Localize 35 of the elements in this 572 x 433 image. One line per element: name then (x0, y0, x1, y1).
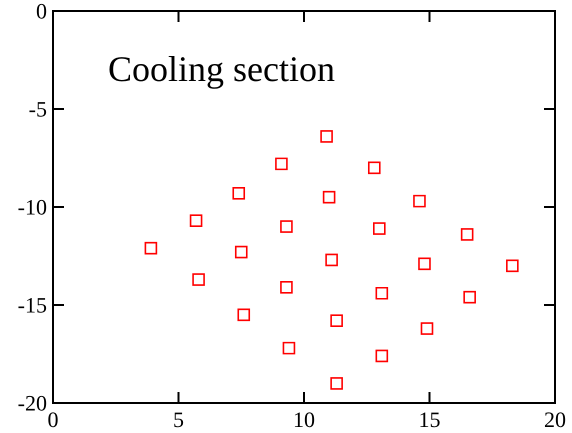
point (376, 286, 388, 300)
point (463, 290, 476, 304)
point (280, 281, 293, 294)
point (237, 308, 250, 322)
point (282, 342, 296, 354)
point (280, 220, 293, 233)
point (322, 190, 336, 204)
point (330, 314, 343, 327)
point (418, 258, 431, 270)
text: Cooling section (108, 49, 335, 89)
point (506, 260, 519, 272)
point (325, 254, 338, 266)
point (376, 350, 388, 362)
point (460, 228, 474, 241)
point (373, 222, 386, 235)
point (413, 194, 426, 208)
y-tick-label: -10 (18, 194, 47, 220)
y-tick-label: -5 (28, 96, 47, 122)
point (234, 246, 248, 258)
point (232, 186, 246, 200)
point (320, 130, 333, 143)
x-tick-label: 15 (418, 407, 440, 432)
x-tick-label: 5 (173, 407, 184, 432)
y-tick-label: -15 (18, 292, 47, 318)
point (275, 158, 288, 170)
point (144, 242, 158, 254)
point (420, 322, 434, 335)
point (368, 162, 381, 174)
x-tick-label: 10 (293, 407, 315, 432)
point (190, 214, 202, 228)
y-tick-label: 0 (36, 0, 47, 24)
y-tick-label: -20 (18, 390, 47, 416)
point (330, 377, 343, 390)
x-tick-label: 20 (544, 407, 566, 432)
point (192, 273, 205, 286)
